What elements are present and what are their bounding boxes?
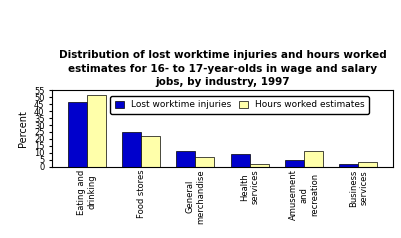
Title: Distribution of lost worktime injuries and hours worked
estimates for 16- to 17-: Distribution of lost worktime injuries a… [59, 50, 387, 87]
Bar [68, 102, 87, 167]
Bar [358, 163, 377, 167]
Bar [304, 151, 323, 167]
Bar [176, 151, 195, 167]
Bar [231, 154, 250, 167]
Bar [250, 164, 269, 167]
Bar [141, 136, 160, 167]
Bar [285, 160, 304, 167]
Bar [195, 157, 215, 167]
Bar [339, 164, 358, 167]
Legend: Lost worktime injuries, Hours worked estimates: Lost worktime injuries, Hours worked est… [110, 96, 369, 114]
Y-axis label: Percent: Percent [18, 110, 28, 147]
Bar [122, 132, 141, 167]
Bar [87, 94, 106, 167]
